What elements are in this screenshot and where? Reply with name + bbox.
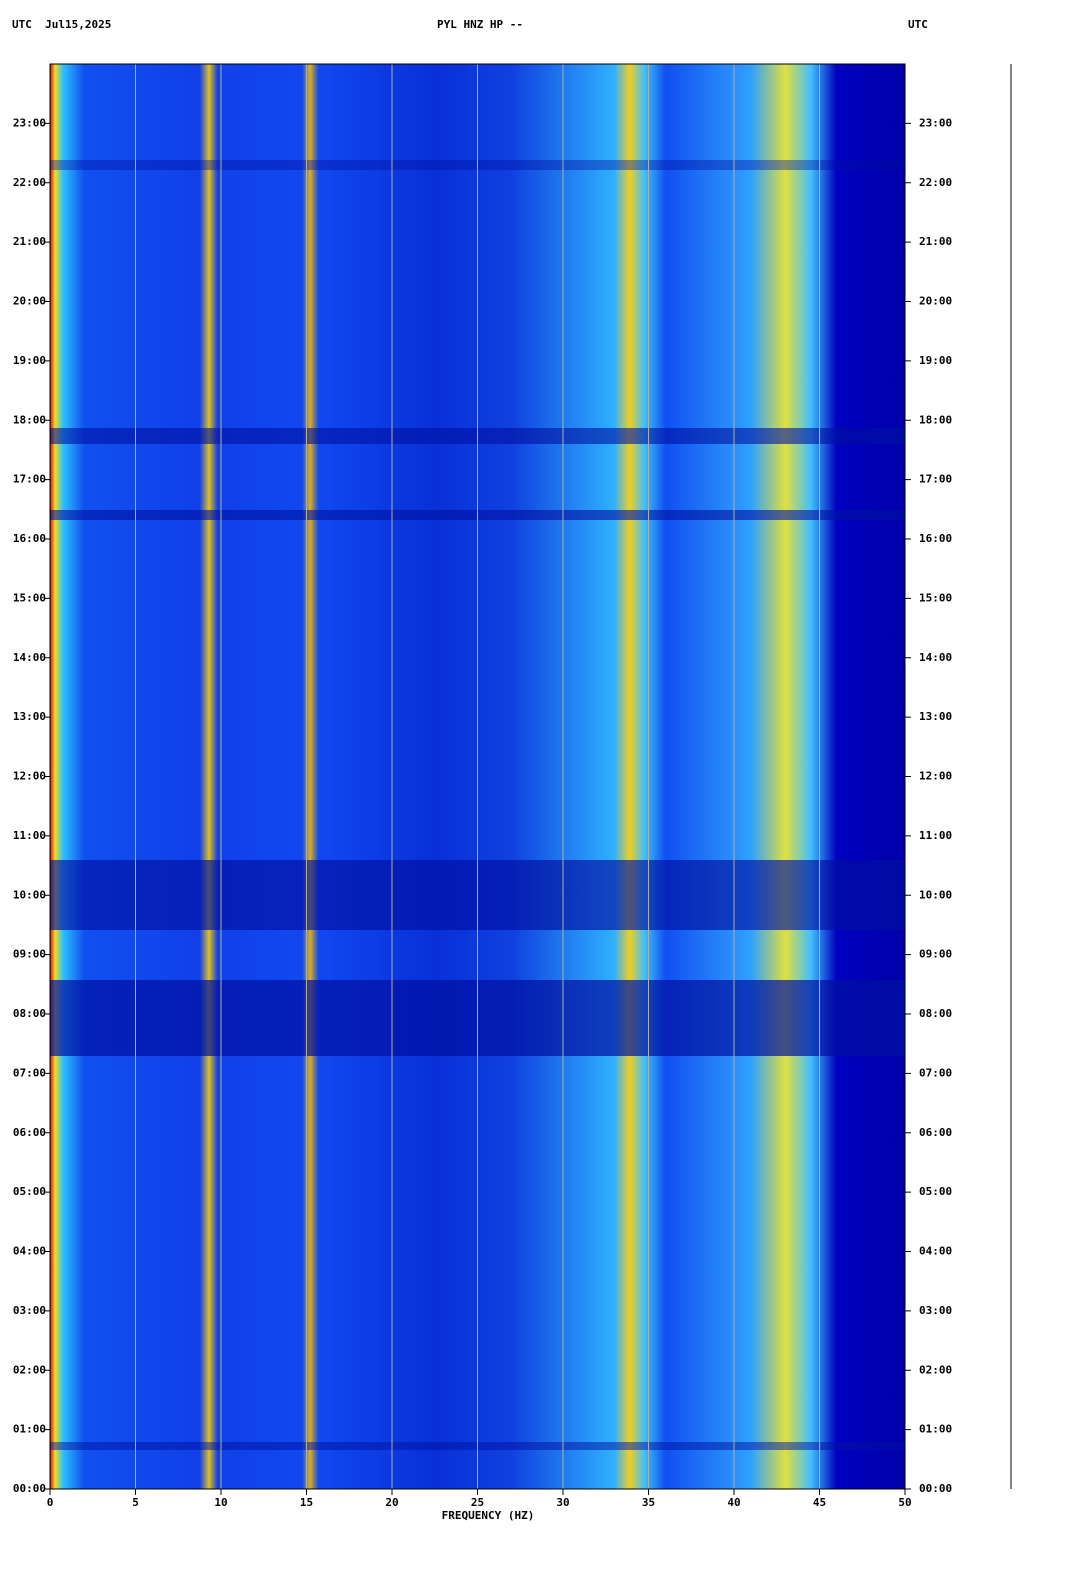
y-tick-label: 17:00: [13, 473, 46, 486]
y-tick-label: 06:00: [919, 1126, 952, 1139]
y-tick-label: 23:00: [919, 116, 952, 129]
x-tick-label: 25: [471, 1496, 484, 1509]
y-tick-label: 01:00: [919, 1423, 952, 1436]
x-tick-label: 35: [642, 1496, 655, 1509]
y-tick-label: 21:00: [13, 235, 46, 248]
x-tick-label: 0: [47, 1496, 54, 1509]
y-tick-label: 16:00: [13, 532, 46, 545]
right-header: UTC: [908, 18, 928, 31]
x-tick-label: 30: [556, 1496, 569, 1509]
y-tick-label: 22:00: [919, 176, 952, 189]
y-tick-label: 03:00: [919, 1304, 952, 1317]
y-tick-label: 20:00: [919, 295, 952, 308]
x-tick-label: 50: [898, 1496, 911, 1509]
chart-title: PYL HNZ HP --: [437, 18, 523, 31]
x-tick-label: 10: [214, 1496, 227, 1509]
y-tick-label: 09:00: [919, 948, 952, 961]
y-tick-label: 02:00: [919, 1363, 952, 1376]
y-tick-label: 15:00: [919, 591, 952, 604]
y-tick-label: 17:00: [919, 473, 952, 486]
y-tick-label: 07:00: [13, 1066, 46, 1079]
y-tick-label: 07:00: [919, 1066, 952, 1079]
x-axis-label: FREQUENCY (HZ): [442, 1509, 535, 1522]
y-tick-label: 13:00: [919, 710, 952, 723]
x-tick-label: 5: [132, 1496, 139, 1509]
y-tick-label: 04:00: [13, 1245, 46, 1258]
y-tick-label: 08:00: [13, 1007, 46, 1020]
y-tick-label: 10:00: [919, 888, 952, 901]
y-tick-label: 09:00: [13, 948, 46, 961]
y-tick-label: 12:00: [919, 770, 952, 783]
left-header: UTC Jul15,2025: [12, 18, 111, 31]
y-tick-label: 10:00: [13, 888, 46, 901]
x-tick-label: 15: [300, 1496, 313, 1509]
y-tick-label: 21:00: [919, 235, 952, 248]
y-tick-label: 18:00: [919, 413, 952, 426]
y-tick-label: 08:00: [919, 1007, 952, 1020]
y-tick-label: 14:00: [13, 651, 46, 664]
x-tick-label: 45: [813, 1496, 826, 1509]
y-tick-label: 01:00: [13, 1423, 46, 1436]
y-tick-label: 16:00: [919, 532, 952, 545]
y-tick-label: 22:00: [13, 176, 46, 189]
y-tick-label: 05:00: [13, 1185, 46, 1198]
y-tick-label: 15:00: [13, 591, 46, 604]
y-tick-label: 12:00: [13, 770, 46, 783]
y-tick-label: 19:00: [13, 354, 46, 367]
y-tick-label: 05:00: [919, 1185, 952, 1198]
y-tick-label: 18:00: [13, 413, 46, 426]
x-tick-label: 20: [385, 1496, 398, 1509]
plot-frame: [49, 63, 906, 1490]
x-tick-label: 40: [727, 1496, 740, 1509]
y-tick-label: 00:00: [13, 1482, 46, 1495]
y-tick-label: 13:00: [13, 710, 46, 723]
y-tick-label: 11:00: [919, 829, 952, 842]
y-tick-label: 04:00: [919, 1245, 952, 1258]
y-tick-label: 20:00: [13, 295, 46, 308]
y-tick-label: 03:00: [13, 1304, 46, 1317]
y-tick-label: 00:00: [919, 1482, 952, 1495]
y-tick-label: 11:00: [13, 829, 46, 842]
y-tick-label: 19:00: [919, 354, 952, 367]
y-tick-label: 02:00: [13, 1363, 46, 1376]
y-tick-label: 06:00: [13, 1126, 46, 1139]
y-tick-label: 14:00: [919, 651, 952, 664]
y-tick-label: 23:00: [13, 116, 46, 129]
